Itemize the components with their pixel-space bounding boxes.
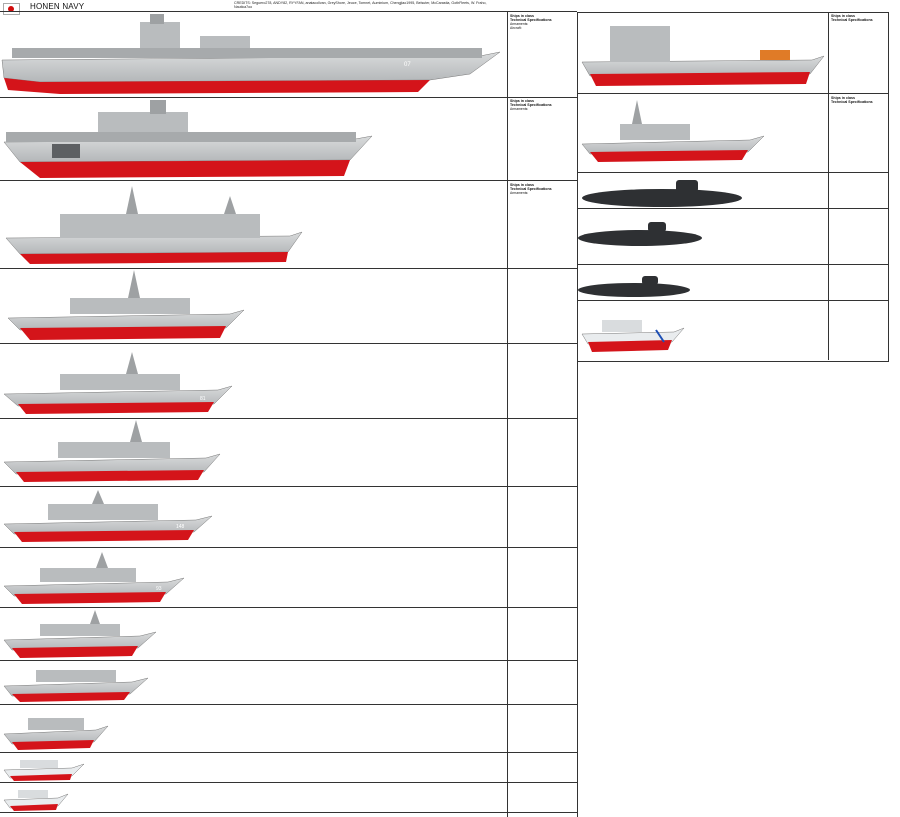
ship-row-destroyer-3: [0, 418, 577, 487]
destroyer-ship: [7, 270, 245, 340]
credits-text: CREDITS: Seguero278, ANDY82, RYYFAN, ana…: [234, 1, 487, 10]
ship-row-coast-guard-2: [0, 782, 577, 813]
ship-row-destroyer-2: [0, 343, 577, 419]
japan-flag-icon: [3, 3, 20, 15]
spec-block-amphibious: Ships in class Technical Specifications …: [510, 99, 552, 112]
patrol-vessel-ship: [3, 718, 109, 750]
page-title: HONEN NAVY: [30, 2, 85, 11]
carrier-ship: 07: [1, 14, 501, 94]
coast-guard-vessel-right: [581, 320, 685, 352]
right-panel-frame: [577, 12, 889, 362]
hull-number-carrier: 07: [404, 62, 411, 68]
right-row-divider-2: [577, 172, 888, 173]
destroyer-2-ship: 81: [3, 352, 233, 414]
right-row-divider-5: [577, 300, 888, 301]
right-spec-divider: [828, 12, 829, 360]
right-row-divider-3: [577, 208, 888, 209]
ship-row-amphibious: [0, 96, 577, 181]
frigate-ship: 148: [3, 490, 213, 542]
right-row-divider-1: [577, 93, 888, 94]
spec-block-patrol-ship: Ships in class Technical Specifications: [831, 96, 873, 105]
submarine-1: [582, 180, 742, 207]
hull-number-frigate: 148: [176, 524, 185, 530]
submarine-3: [578, 276, 690, 297]
ship-row-destroyer: [0, 268, 577, 344]
ship-row-lpd: [0, 180, 577, 269]
right-row-divider-4: [577, 264, 888, 265]
frigate-2-ship: 93: [3, 552, 185, 604]
spec-block-lpd: Ships in class Technical Specifications …: [510, 183, 552, 196]
ship-row-carrier: [0, 11, 577, 98]
destroyer-3-ship: [3, 420, 221, 482]
patrol-ship-right: [581, 100, 765, 162]
submarine-2: [578, 222, 702, 246]
coast-guard-boat-ship: [3, 790, 69, 811]
hull-number-destroyer: 81: [200, 396, 206, 402]
ship-row-corvette-2: [0, 660, 577, 705]
ship-row-corvette: [0, 607, 577, 661]
ship-row-frigate: [0, 486, 577, 548]
center-divider: [577, 12, 578, 817]
lpd-ship: [5, 186, 303, 264]
amphibious-ship: [3, 100, 373, 178]
corvette-ship: [3, 610, 157, 658]
left-column-divider: [507, 12, 508, 817]
ship-row-coast-guard: [0, 752, 577, 783]
ship-row-frigate-2: [0, 547, 577, 608]
spec-block-carrier: Ships in class Technical Specifications …: [510, 14, 552, 31]
hull-number-corvette: 93: [156, 586, 162, 592]
corvette-2-ship: [3, 670, 149, 702]
ship-row-patrol: [0, 704, 577, 753]
spec-block-replenishment: Ships in class Technical Specifications: [831, 14, 873, 23]
replenishment-ship: [581, 26, 825, 86]
coast-guard-cutter-ship: [3, 760, 85, 781]
